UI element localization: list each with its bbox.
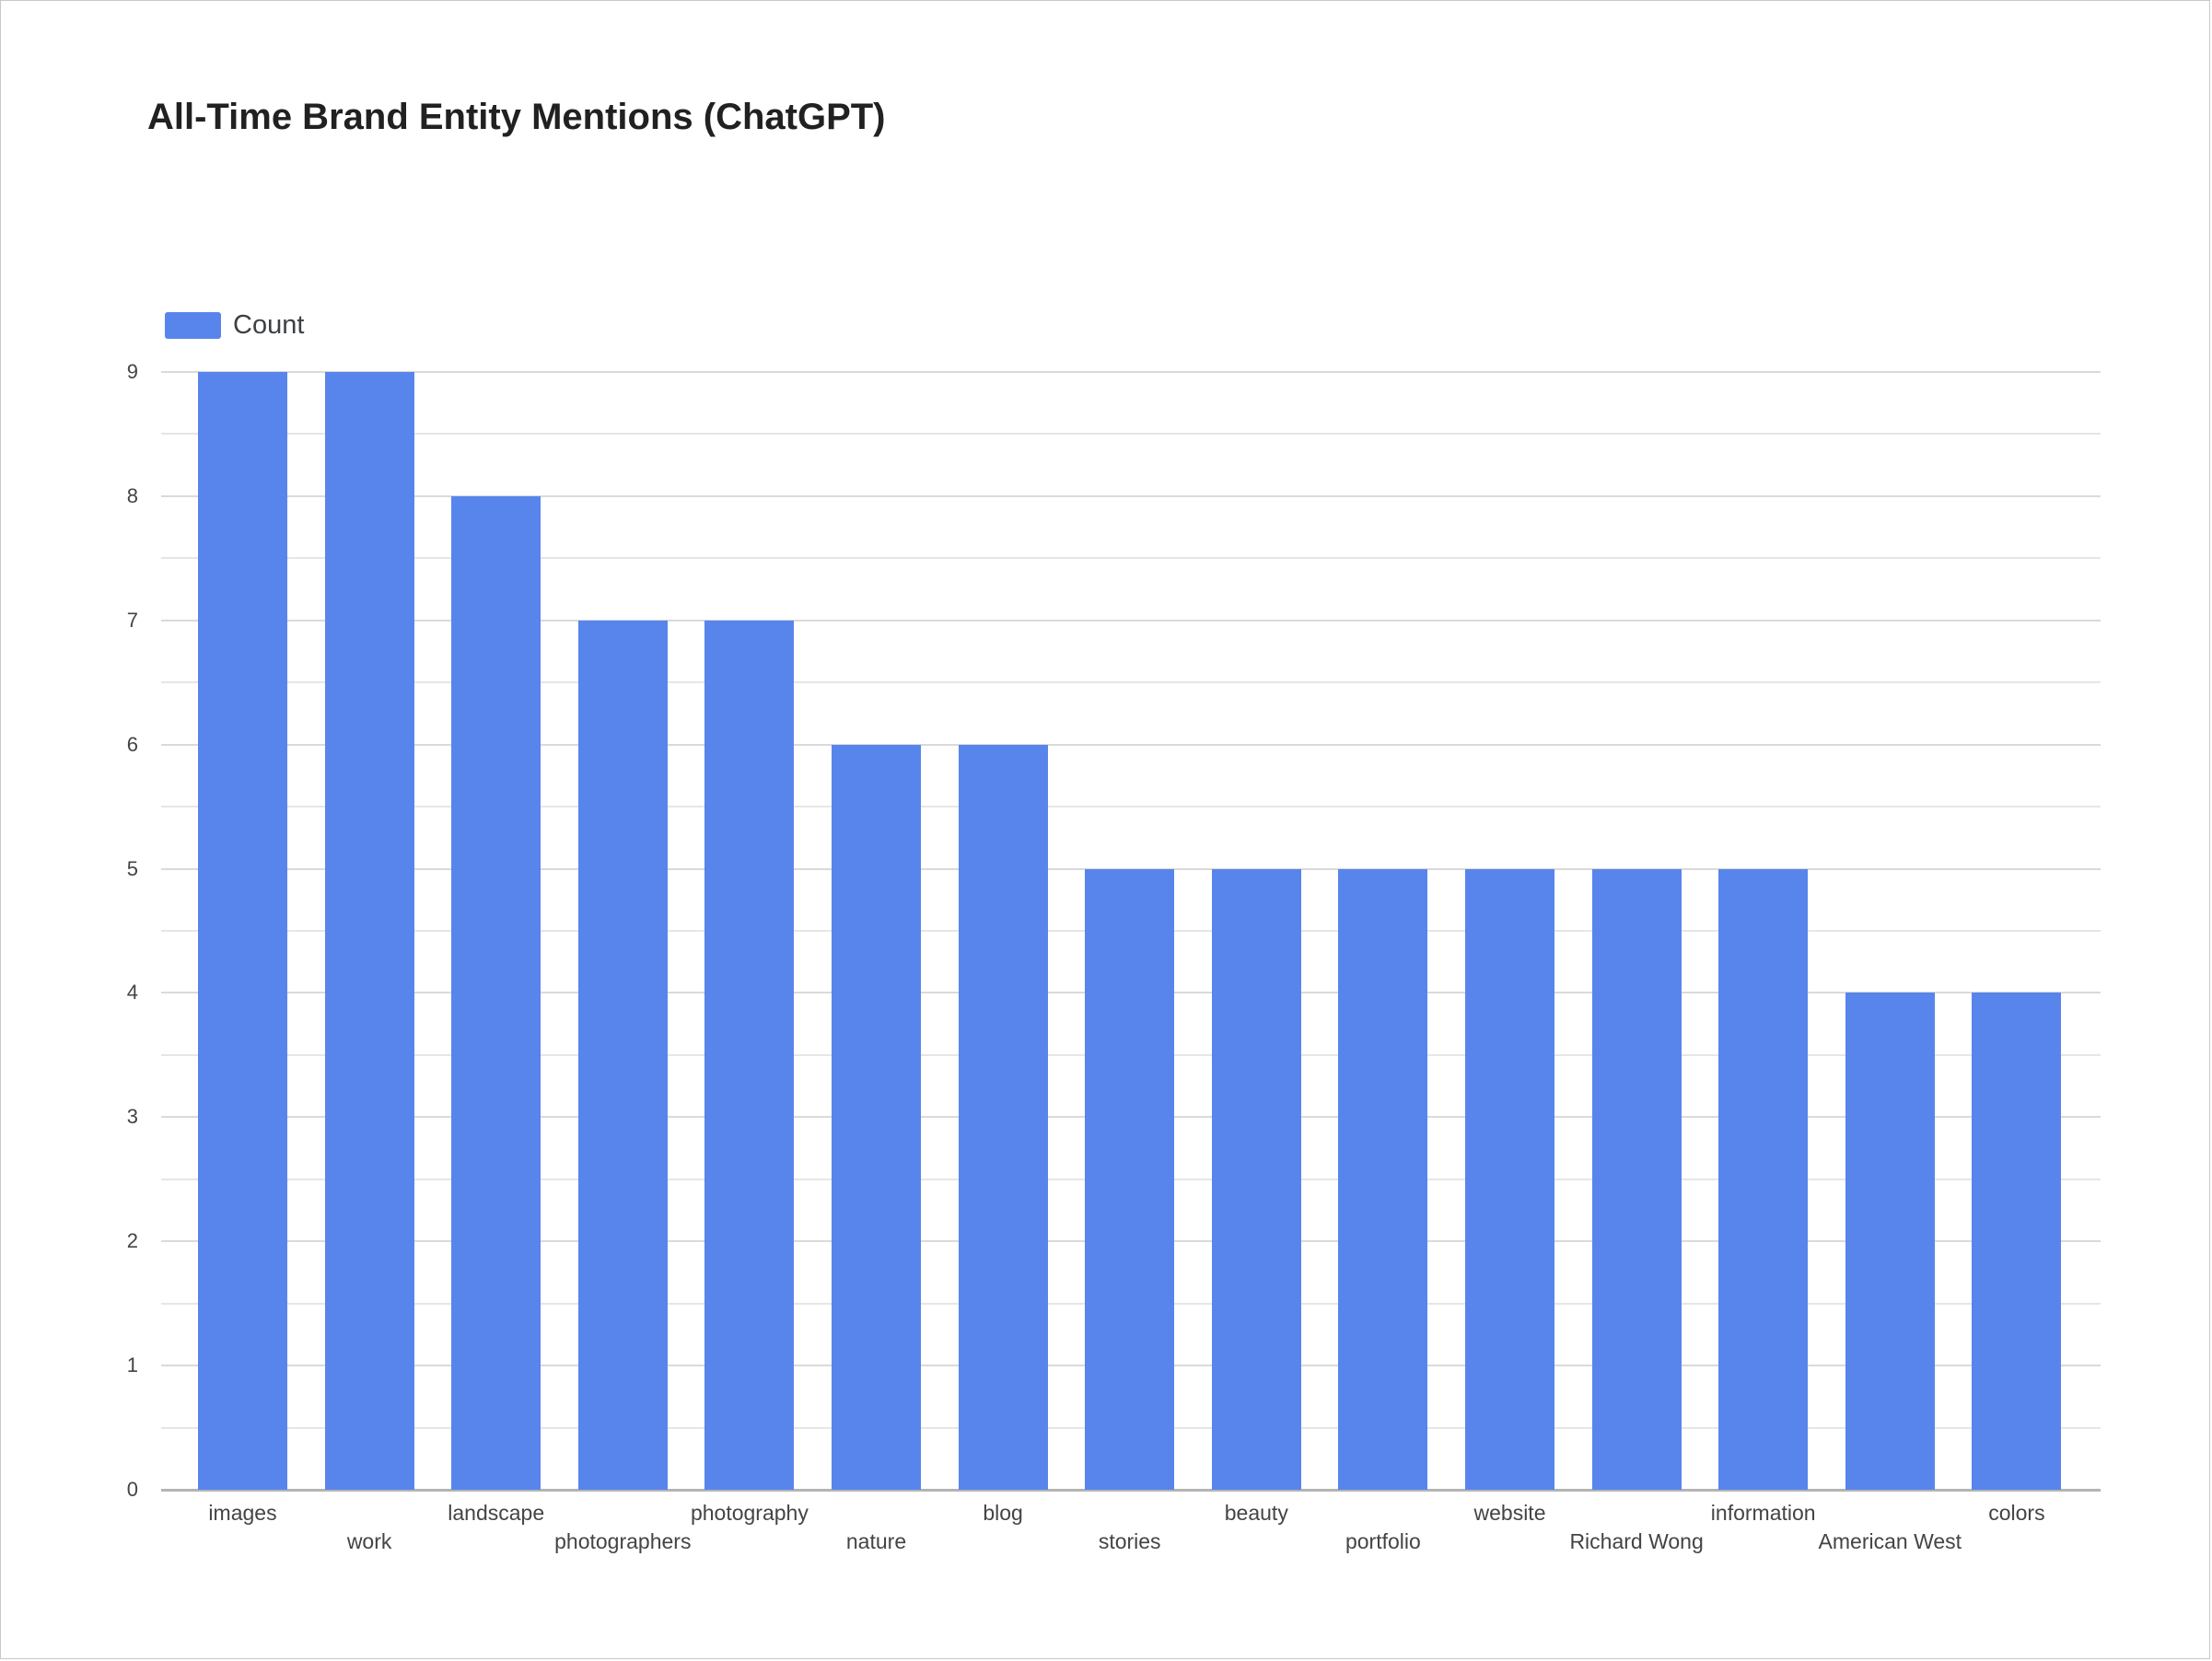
chart-title: All-Time Brand Entity Mentions (ChatGPT) — [147, 97, 886, 137]
bar-photography[interactable] — [704, 620, 795, 1490]
y-tick-label: 2 — [126, 1229, 138, 1253]
x-tick-label: beauty — [1224, 1501, 1288, 1525]
legend[interactable]: Count — [165, 310, 304, 341]
bar-stories[interactable] — [1085, 868, 1175, 1490]
x-tick-label: information — [1710, 1501, 1816, 1525]
bar-information[interactable] — [1718, 868, 1809, 1490]
bar-landscape[interactable] — [451, 495, 541, 1490]
y-tick-label: 0 — [126, 1478, 138, 1501]
bar-photographers[interactable] — [577, 620, 668, 1490]
bar-colors[interactable] — [1972, 993, 2062, 1490]
bar-website[interactable] — [1465, 868, 1554, 1490]
bar-portfolio[interactable] — [1338, 868, 1428, 1490]
legend-label-count: Count — [233, 310, 305, 340]
gridline — [161, 743, 2101, 746]
gridline — [161, 557, 2101, 560]
gridline — [161, 867, 2101, 870]
y-tick-label: 3 — [126, 1105, 138, 1129]
gridline — [161, 619, 2101, 621]
x-tick-label: work — [346, 1529, 392, 1553]
gridline — [161, 433, 2101, 436]
x-tick-label: blog — [983, 1501, 1023, 1525]
bar-nature[interactable] — [832, 744, 921, 1490]
y-tick-label: 7 — [126, 608, 138, 632]
x-tick-label: stories — [1098, 1529, 1161, 1553]
gridline — [161, 681, 2101, 684]
x-tick-label: colors — [1988, 1501, 2045, 1525]
plot-area: 0 1 2 3 4 5 6 7 8 9 — [127, 360, 2101, 1501]
bar-beauty[interactable] — [1211, 868, 1301, 1490]
bar-images[interactable] — [198, 372, 287, 1490]
bar-work[interactable] — [324, 372, 414, 1490]
x-tick-label: images — [208, 1501, 277, 1525]
x-tick-label: landscape — [448, 1501, 545, 1525]
x-tick-label: portfolio — [1345, 1529, 1421, 1553]
x-tick-label: Richard Wong — [1569, 1529, 1704, 1553]
y-tick-label: 8 — [126, 483, 138, 507]
bar-richard-wong[interactable] — [1591, 868, 1682, 1490]
x-tick-label: nature — [845, 1529, 907, 1553]
y-tick-label: 6 — [126, 732, 138, 756]
x-tick-label: website — [1473, 1501, 1546, 1525]
y-tick-label: 9 — [126, 360, 138, 383]
x-tick-label: American West — [1818, 1529, 1962, 1553]
bar-american-west[interactable] — [1845, 993, 1935, 1490]
legend-swatch-count — [165, 312, 221, 339]
y-tick-label: 1 — [126, 1353, 138, 1377]
x-tick-label: photographers — [554, 1529, 692, 1553]
gridline — [161, 494, 2101, 497]
x-axis-line — [161, 1489, 2101, 1492]
y-tick-label: 5 — [126, 856, 138, 880]
gridline — [161, 806, 2101, 808]
gridline — [161, 371, 2101, 373]
bar-blog[interactable] — [958, 744, 1048, 1490]
y-tick-label: 4 — [126, 981, 138, 1005]
x-tick-label: photography — [690, 1501, 809, 1525]
